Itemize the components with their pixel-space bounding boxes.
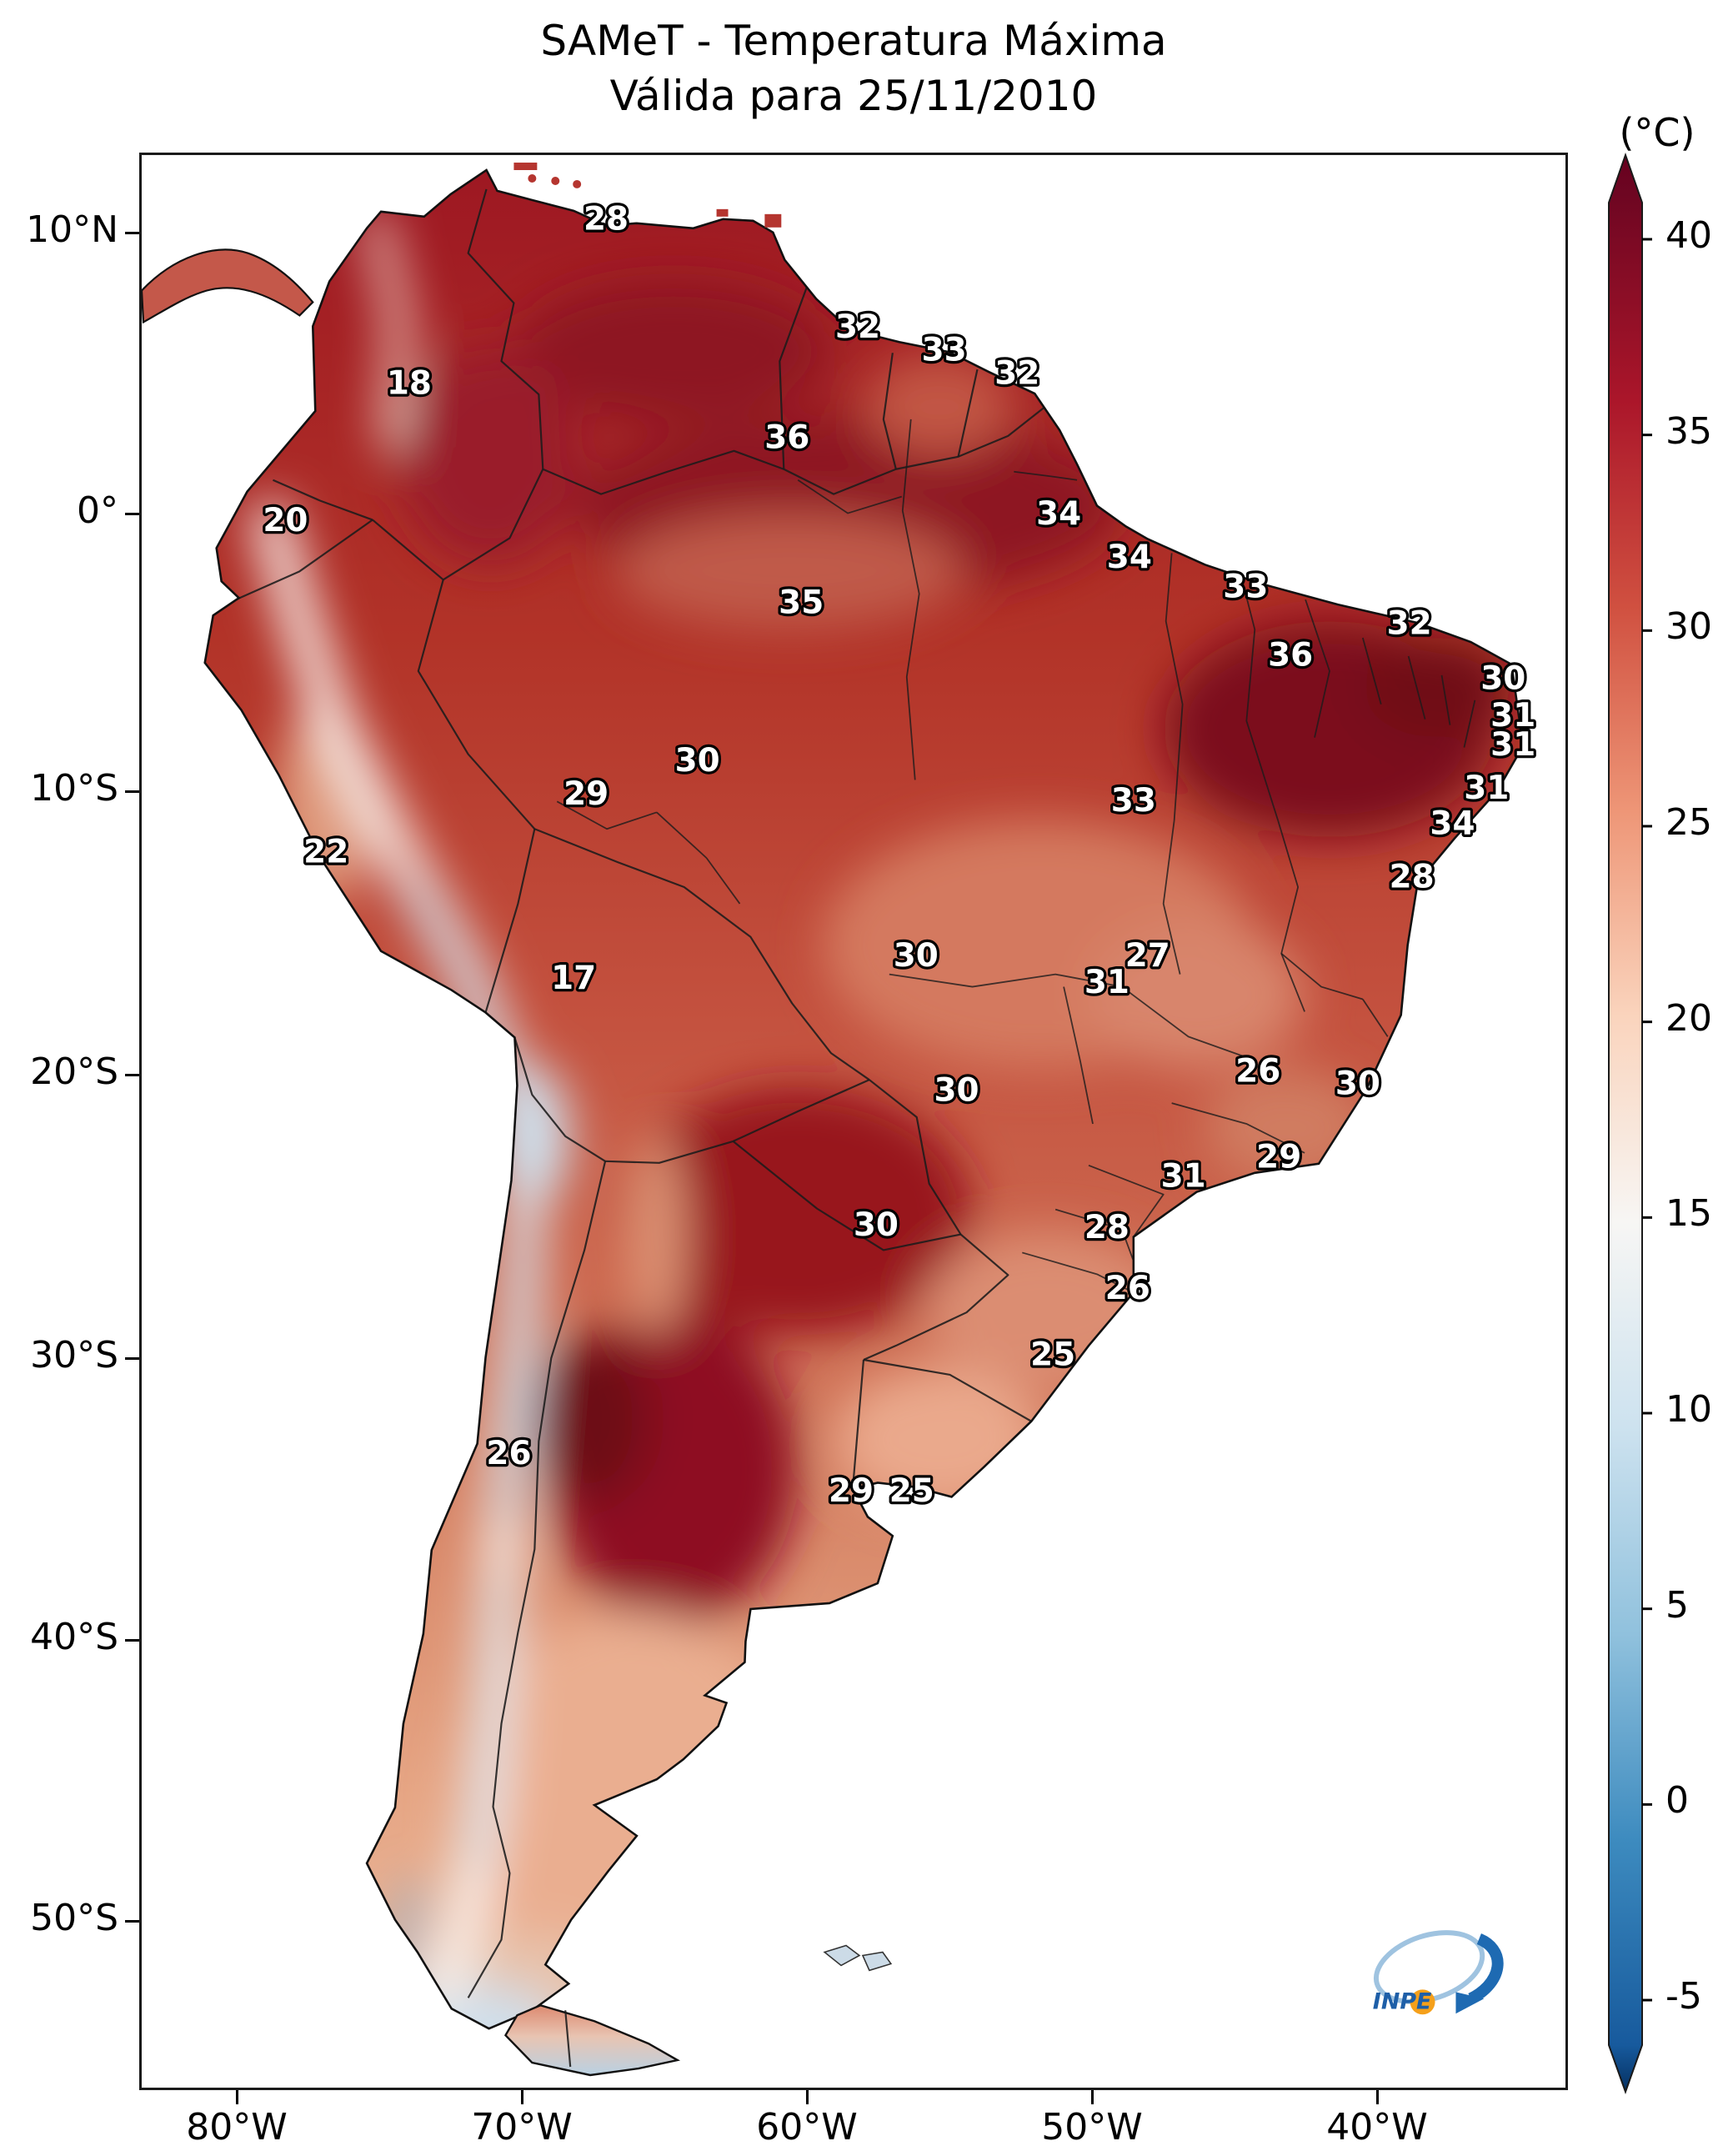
inpe-arrow-icon (1468, 1933, 1504, 2004)
temperature-label: 25 (889, 1472, 934, 1510)
temperature-label: 32 (994, 355, 1039, 393)
falkland-islands (823, 1944, 893, 1972)
colorbar-tick-label: -5 (1665, 1975, 1702, 2018)
lat-tick-label: 50°S (30, 1897, 118, 1939)
central-america-coast (142, 248, 314, 324)
temperature-label: 33 (922, 332, 967, 369)
lat-tick-label: 30°S (30, 1334, 118, 1376)
temperature-label: 30 (934, 1072, 979, 1110)
temperature-label: 22 (303, 834, 348, 871)
temperature-label: 31 (1161, 1157, 1206, 1195)
colorbar (1608, 152, 1652, 2094)
lat-tick-label: 10°S (30, 767, 118, 810)
lon-tick-label: 70°W (471, 2106, 573, 2148)
colorbar-tick-label: 40 (1665, 214, 1712, 257)
colorbar-tick-marks (1642, 238, 1652, 2002)
colorbar-tick-label: 15 (1665, 1192, 1712, 1236)
lon-tick-mark (1376, 2090, 1379, 2104)
colorbar-tick-label: 5 (1665, 1583, 1689, 1627)
tierra-del-fuego (503, 2004, 681, 2077)
lat-tick-mark (125, 232, 139, 234)
temperature-label: 29 (829, 1472, 874, 1510)
colorbar-bar (1608, 152, 1643, 2094)
temperature-label: 30 (1480, 659, 1525, 697)
inpe-orange-dot (1410, 1989, 1435, 2015)
lon-tick-label: 80°W (186, 2106, 288, 2148)
temperature-label: 32 (835, 308, 880, 346)
lat-tick-mark (125, 1074, 139, 1076)
lat-tick-mark (125, 790, 139, 793)
temperature-label: 33 (1111, 782, 1156, 820)
country-borders (224, 188, 1048, 1998)
temperature-label: 25 (1030, 1336, 1075, 1374)
temperature-label: 18 (387, 365, 432, 403)
temperature-label: 26 (486, 1435, 531, 1472)
temperature-label: 27 (1125, 937, 1170, 975)
colorbar-tick-label: 35 (1665, 409, 1712, 453)
state-borders (556, 419, 1476, 1294)
lon-tick-mark (521, 2090, 523, 2104)
temperature-label: 32 (1387, 605, 1432, 643)
temperature-label: 33 (1223, 569, 1268, 606)
temperature-label: 36 (1268, 636, 1313, 674)
map-plot-area: 28 32 33 32 18 36 34 20 34 33 35 32 36 30 31 31 30 31 29 33… (139, 153, 1568, 2090)
lon-tick-label: 50°W (1041, 2106, 1143, 2148)
lon-tick-label: 60°W (756, 2106, 858, 2148)
temperature-label: 30 (854, 1206, 899, 1244)
lat-tick-mark (125, 1357, 139, 1360)
colorbar-unit-label: (°C) (1619, 110, 1695, 155)
temperature-label: 30 (894, 937, 939, 975)
figure-title: SAMeT - Temperatura Máxima Válida para 2… (139, 13, 1568, 123)
figure-title-line1: SAMeT - Temperatura Máxima (540, 17, 1167, 65)
colorbar-tick-label: 25 (1665, 801, 1712, 844)
temperature-label: 28 (584, 200, 629, 238)
lon-tick-mark (806, 2090, 809, 2104)
temperature-label: 26 (1235, 1053, 1280, 1091)
lat-tick-label: 40°S (30, 1616, 118, 1658)
lon-tick-mark (1091, 2090, 1094, 2104)
temperature-label: 34 (1107, 539, 1152, 576)
temperature-label: 28 (1084, 1209, 1129, 1246)
temperature-label: 26 (1105, 1270, 1150, 1307)
temperature-field-shading (248, 211, 1513, 2029)
lat-tick-label: 10°N (26, 208, 118, 251)
temperature-label: 29 (1256, 1138, 1301, 1176)
temperature-label: 28 (1390, 859, 1435, 896)
colorbar-tick-label: 10 (1665, 1388, 1712, 1431)
lat-tick-mark (125, 1920, 139, 1923)
temperature-label: 17 (551, 960, 596, 997)
colorbar-tick-label: 20 (1665, 996, 1712, 1040)
lat-tick-label: 20°S (30, 1050, 118, 1093)
temperature-label: 31 (1084, 964, 1129, 1001)
caribbean-islands (513, 163, 782, 228)
figure-title-line2: Válida para 25/11/2010 (609, 72, 1098, 120)
temperature-label: 20 (263, 502, 308, 539)
lat-tick-label: 0° (77, 489, 118, 532)
inpe-arrowhead-icon (1455, 1992, 1485, 2014)
temperature-label: 30 (1335, 1065, 1380, 1103)
temperature-label: 31 (1464, 770, 1509, 807)
lon-tick-label: 40°W (1326, 2106, 1428, 2148)
inpe-logo: INPE (1373, 1930, 1504, 2015)
temperature-label: 31 (1490, 726, 1535, 764)
temperature-label: 36 (764, 419, 809, 456)
temperature-label: 34 (1430, 805, 1475, 843)
temperature-label: 31 (1490, 697, 1535, 735)
colorbar-tick-label: 0 (1665, 1779, 1689, 1823)
colorbar-tick-label: 30 (1665, 605, 1712, 649)
inpe-logo-text: INPE (1373, 1988, 1432, 2014)
lat-tick-mark (125, 1639, 139, 1642)
temperature-label: 29 (563, 775, 609, 813)
temperature-label: 35 (779, 584, 824, 622)
temperature-label: 30 (675, 742, 720, 780)
inpe-swirl-icon (1373, 1930, 1485, 2004)
temperature-label: 34 (1036, 495, 1081, 533)
lon-tick-mark (236, 2090, 238, 2104)
lat-tick-mark (125, 513, 139, 515)
